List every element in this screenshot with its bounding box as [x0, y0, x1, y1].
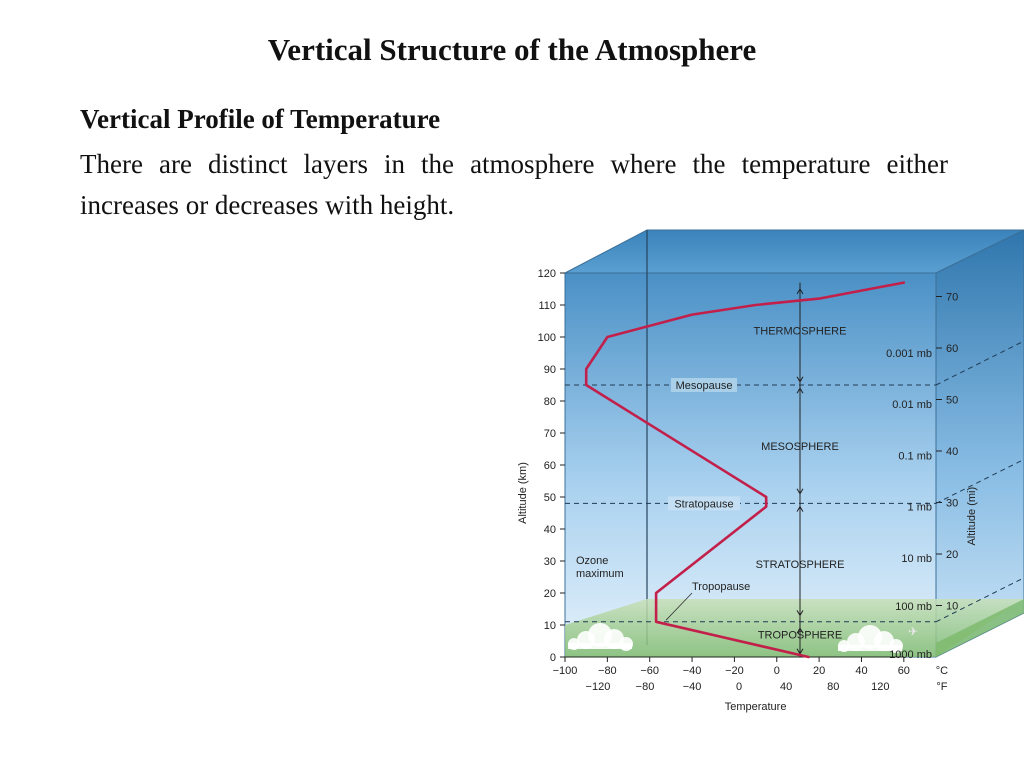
mesopause-label: Mesopause [676, 380, 733, 392]
cloud-base [838, 645, 902, 651]
layer-arrowhead [796, 376, 804, 383]
pressure-label: 0.001 mb [886, 348, 932, 360]
x-tick-label-c: −40 [683, 665, 702, 677]
layer-arrowhead [796, 288, 804, 295]
y-tick-label: 20 [544, 588, 556, 600]
x-tick-label-f: 0 [736, 681, 742, 693]
layer-label: TROPOSPHERE [758, 630, 842, 642]
section-heading: Vertical Profile of Temperature [80, 104, 441, 134]
y-tick-label: 80 [544, 396, 556, 408]
y2-tick-label: 40 [946, 446, 958, 458]
x-unit-c: °C [936, 665, 948, 677]
tropopause-pointer [665, 592, 693, 621]
x-tick-label-f: 120 [871, 681, 889, 693]
x-tick-label-f: −80 [636, 681, 655, 693]
x-axis-label: Temperature [725, 701, 787, 713]
y-tick-label: 0 [550, 652, 556, 664]
y-tick-label: 100 [538, 332, 556, 344]
boundary-line-side [935, 577, 1024, 623]
x-tick-label-c: 20 [813, 665, 825, 677]
mesopause-label-bg [671, 378, 737, 392]
y2-tick-label: 20 [946, 549, 958, 561]
cloud-base [568, 643, 632, 649]
y-axis-label: Altitude (km) [517, 462, 529, 524]
pressure-label: 10 mb [901, 553, 932, 565]
x-tick-label-c: −60 [640, 665, 659, 677]
temperature-profile-line [584, 281, 906, 659]
y-tick-label: 110 [538, 300, 556, 312]
y2-tick-label: 60 [946, 343, 958, 355]
x-tick-label-c: −80 [598, 665, 617, 677]
x-unit-f: °F [936, 681, 947, 693]
y2-tick-label: 10 [946, 601, 958, 613]
tropopause-label: Tropopause [692, 581, 750, 593]
x-tick-label-f: 80 [827, 681, 839, 693]
x-tick-label-c: −20 [725, 665, 744, 677]
y-tick-label: 40 [544, 524, 556, 536]
y2-tick-label: 70 [946, 292, 958, 304]
layer-label: STRATOSPHERE [756, 559, 845, 571]
y-tick-label: 90 [544, 364, 556, 376]
x-tick-label-c: 60 [898, 665, 910, 677]
y2-tick-label: 30 [946, 498, 958, 510]
y-tick-label: 30 [544, 556, 556, 568]
x-tick-label-f: 40 [780, 681, 792, 693]
body-paragraph: There are distinct layers in the atmosph… [80, 149, 948, 220]
y-tick-label: 60 [544, 460, 556, 472]
y-tick-label: 70 [544, 428, 556, 440]
pressure-label: 1 mb [908, 502, 932, 514]
layer-label: MESOSPHERE [761, 441, 839, 453]
pressure-label: 1000 mb [889, 649, 932, 661]
pressure-label: 100 mb [895, 601, 932, 613]
layer-arrowhead [796, 488, 804, 495]
x-tick-label-f: −40 [683, 681, 702, 693]
box-front [564, 272, 937, 658]
ground-surface [565, 599, 1024, 657]
layer-arrowhead [796, 387, 804, 394]
pressure-label: 0.1 mb [898, 450, 932, 462]
y-tick-label: 50 [544, 492, 556, 504]
cloud-icon [838, 625, 903, 653]
ozone-label: maximum [576, 568, 624, 580]
x-tick-label-f: −120 [586, 681, 611, 693]
x-tick-label-c: 40 [855, 665, 867, 677]
x-tick-label-c: −100 [553, 665, 578, 677]
pressure-label: 0.01 mb [892, 399, 932, 411]
layer-label: THERMOSPHERE [754, 326, 847, 338]
ozone-label: Ozone [576, 555, 608, 567]
x-tick-label-c: 0 [774, 665, 780, 677]
layer-arrowhead [796, 505, 804, 512]
y-tick-label: 10 [544, 620, 556, 632]
cloud-icon [568, 623, 633, 651]
y2-axis-label: Altitude (mi) [966, 487, 978, 546]
stratopause-label: Stratopause [674, 498, 733, 510]
y-tick-label: 120 [538, 268, 556, 280]
layer-arrowhead [796, 610, 804, 617]
airplane-icon: ✈ [908, 624, 918, 638]
slide-title: Vertical Structure of the Atmosphere [267, 32, 757, 67]
boundary-line-side [935, 340, 1024, 386]
boundary-line-side [935, 458, 1024, 504]
y2-tick-label: 50 [946, 395, 958, 407]
stratopause-label-bg [668, 496, 740, 511]
layer-arrowhead [796, 627, 804, 634]
